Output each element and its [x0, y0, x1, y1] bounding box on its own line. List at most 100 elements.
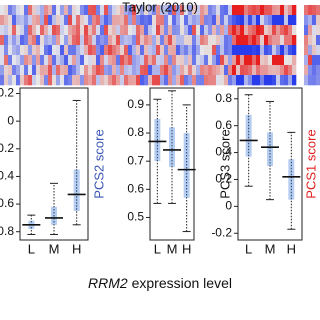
- heat-cell: [92, 45, 97, 56]
- heat-cell: [24, 15, 29, 26]
- heat-cell: [120, 75, 125, 86]
- heat-cell: [64, 35, 69, 46]
- heat-cell: [168, 35, 173, 46]
- heat-cell: [316, 15, 320, 26]
- heat-cell: [168, 75, 173, 86]
- heat-cell: [268, 65, 273, 76]
- heat-cell: [16, 55, 21, 66]
- heat-cell: [36, 55, 41, 66]
- heat-cell: [228, 35, 233, 46]
- heat-cell: [280, 5, 285, 16]
- heat-cell: [288, 65, 293, 76]
- heat-cell: [216, 45, 221, 56]
- heat-cell: [292, 5, 297, 16]
- heat-cell: [276, 45, 281, 56]
- heat-cell: [140, 15, 145, 26]
- heat-cell: [184, 65, 189, 76]
- heat-cell: [188, 75, 193, 86]
- heat-cell: [128, 55, 133, 66]
- heat-cell: [248, 35, 253, 46]
- heat-cell: [136, 15, 141, 26]
- heat-cell: [104, 75, 109, 86]
- heat-cell: [316, 45, 320, 56]
- heat-cell: [260, 75, 265, 86]
- heat-cell: [64, 55, 69, 66]
- heat-cell: [208, 35, 213, 46]
- heat-cell: [4, 15, 9, 26]
- heat-cell: [308, 45, 313, 56]
- heat-cell: [16, 65, 21, 76]
- heat-cell: [124, 15, 129, 26]
- heat-cell: [12, 35, 17, 46]
- heat-cell: [136, 65, 141, 76]
- y-tick-label: 0.5: [127, 210, 144, 224]
- x-tick-label: M: [167, 241, 178, 256]
- heat-cell: [220, 65, 225, 76]
- heat-cell: [128, 5, 133, 16]
- heat-cell: [52, 15, 57, 26]
- heat-cell: [316, 5, 320, 16]
- heat-cell: [228, 5, 233, 16]
- heat-cell: [40, 55, 45, 66]
- heat-cell: [104, 65, 109, 76]
- heat-cell: [8, 35, 13, 46]
- box: [183, 133, 190, 198]
- heat-cell: [32, 45, 37, 56]
- heat-cell: [212, 35, 217, 46]
- heat-cell: [76, 15, 81, 26]
- heat-cell: [116, 35, 121, 46]
- heat-cell: [108, 45, 113, 56]
- heat-cell: [212, 55, 217, 66]
- heat-cell: [0, 15, 5, 26]
- heat-cell: [116, 5, 121, 16]
- heat-cell: [176, 75, 181, 86]
- plot-frame: [149, 87, 195, 241]
- heat-cell: [192, 45, 197, 56]
- heat-cell: [60, 35, 65, 46]
- heat-cell: [48, 35, 53, 46]
- heat-cell: [228, 55, 233, 66]
- heat-cell: [116, 45, 121, 56]
- heat-cell: [252, 15, 257, 26]
- heat-cell: [0, 75, 5, 86]
- heat-cell: [60, 45, 65, 56]
- heat-cell: [8, 45, 13, 56]
- heat-cell: [164, 5, 169, 16]
- heat-cell: [248, 75, 253, 86]
- heat-cell: [152, 25, 157, 36]
- heat-cell: [52, 45, 57, 56]
- heat-cell: [188, 55, 193, 66]
- heat-cell: [164, 55, 169, 66]
- heat-cell: [132, 25, 137, 36]
- heat-cell: [44, 35, 49, 46]
- heat-cell: [72, 65, 77, 76]
- heat-cell: [156, 55, 161, 66]
- heat-cell: [160, 55, 165, 66]
- heat-cell: [52, 25, 57, 36]
- heat-cell: [152, 65, 157, 76]
- heat-cell: [200, 35, 205, 46]
- heat-cell: [0, 45, 5, 56]
- heat-cell: [244, 65, 249, 76]
- heat-cell: [272, 15, 277, 26]
- heat-cell: [160, 15, 165, 26]
- heat-cell: [204, 35, 209, 46]
- heat-cell: [12, 75, 17, 86]
- heat-cell: [196, 5, 201, 16]
- heat-cell: [92, 5, 97, 16]
- heat-cell: [288, 55, 293, 66]
- heat-cell: [0, 55, 5, 66]
- heat-cell: [180, 45, 185, 56]
- heat-cell: [256, 55, 261, 66]
- heat-cell: [252, 65, 257, 76]
- y-label: PCS2 score: [91, 129, 106, 198]
- heat-cell: [20, 55, 25, 66]
- heat-cell: [196, 15, 201, 26]
- heat-cell: [224, 35, 229, 46]
- heat-cell: [152, 75, 157, 86]
- heat-cell: [220, 55, 225, 66]
- heat-cell: [308, 5, 313, 16]
- heat-cell: [112, 55, 117, 66]
- heat-cell: [232, 75, 237, 86]
- heat-cell: [172, 55, 177, 66]
